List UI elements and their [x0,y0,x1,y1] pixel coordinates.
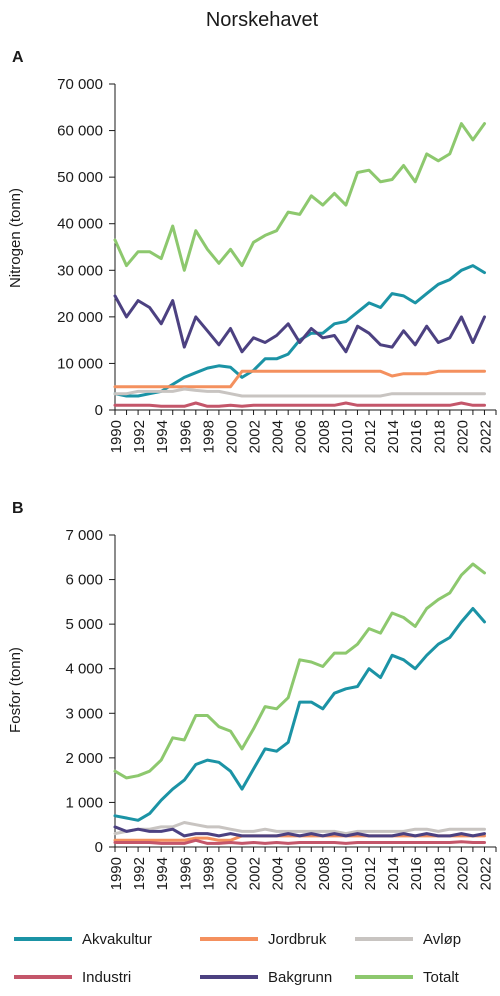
x-tick-label: 2000 [223,420,240,453]
x-tick-label: 2010 [339,857,356,890]
y-tick-label: 0 [95,402,103,419]
legend-item-avløp: Avløp [355,931,461,948]
legend-item-jordbruk: Jordbruk [200,931,327,948]
x-tick-label: 1992 [131,857,148,890]
x-tick-label: 1994 [154,420,171,453]
series-line-bakgrunn [113,294,486,354]
y-tick-label: 40 000 [57,216,103,233]
x-tick-label: 1990 [108,420,125,453]
y-tick-label: 5 000 [65,616,103,633]
y-tick-label: 4 000 [65,661,103,678]
series-line-akvakultur [113,607,486,822]
x-tick-label: 2012 [362,857,379,890]
legend-label: Totalt [423,969,460,986]
legend: Akvakultur Jordbruk Avløp Industri Bakgrunn T… [14,931,461,986]
x-tick-label: 1994 [154,857,171,890]
series-line-industri [113,401,486,408]
x-tick-label: 2006 [293,857,310,890]
y-axis-title: Fosfor (tonn) [7,647,24,733]
chart-panel-A: A Nitrogen (tonn) 0 10 000 20 000 30 000 40 00… [7,49,497,453]
x-tick-label: 2018 [431,857,448,890]
series-line-industri [113,838,486,845]
x-tick-label: 2018 [431,420,448,453]
legend-label: Akvakultur [82,931,152,948]
y-tick-label: 1 000 [65,794,103,811]
x-tick-label: 2002 [247,420,264,453]
y-tick-label: 10 000 [57,355,103,372]
x-tick-label: 2010 [339,420,356,453]
panel-label: B [12,500,24,517]
x-tick-label: 1996 [177,857,194,890]
series-line-jordbruk [113,369,486,389]
figure-title: Norskehavet [206,9,319,31]
x-tick-label: 1992 [131,420,148,453]
x-tick-label: 2004 [270,420,287,453]
x-tick-label: 2002 [247,857,264,890]
x-tick-label: 2012 [362,420,379,453]
x-tick-label: 2000 [223,857,240,890]
chart-panel-B: B Fosfor (tonn) 0 1 000 2 000 3 000 4 000 5 000… [7,500,497,890]
x-tick-label: 1990 [108,857,125,890]
x-tick-label: 2004 [270,857,287,890]
series-line-avløp [113,387,486,398]
x-tick-label: 1998 [200,420,217,453]
legend-item-industri: Industri [14,969,131,986]
x-tick-label: 1996 [177,420,194,453]
y-tick-label: 3 000 [65,705,103,722]
x-tick-label: 2016 [408,420,425,453]
y-tick-label: 20 000 [57,309,103,326]
x-tick-label: 2008 [316,857,333,890]
y-tick-label: 0 [95,839,103,856]
x-tick-label: 2014 [385,420,402,453]
x-tick-label: 2006 [293,420,310,453]
y-tick-label: 70 000 [57,76,103,93]
legend-item-totalt: Totalt [355,969,460,986]
legend-label: Industri [82,969,131,986]
y-axis-title: Nitrogen (tonn) [7,188,24,288]
x-tick-label: 2022 [477,420,494,453]
x-tick-label: 2020 [454,420,471,453]
series-line-avløp [113,821,486,836]
y-tick-label: 50 000 [57,169,103,186]
legend-label: Avløp [423,931,461,948]
x-tick-label: 2014 [385,857,402,890]
panel-label: A [12,49,24,66]
y-tick-label: 30 000 [57,262,103,279]
legend-item-bakgrunn: Bakgrunn [200,969,332,986]
legend-label: Jordbruk [268,931,327,948]
y-tick-label: 60 000 [57,123,103,140]
series-line-totalt [113,562,486,780]
y-tick-label: 7 000 [65,527,103,544]
x-tick-label: 1998 [200,857,217,890]
y-tick-label: 6 000 [65,572,103,589]
series-line-totalt [113,122,486,272]
legend-item-akvakultur: Akvakultur [14,931,152,948]
x-tick-label: 2016 [408,857,425,890]
y-tick-label: 2 000 [65,750,103,767]
x-tick-label: 2020 [454,857,471,890]
x-tick-label: 2008 [316,420,333,453]
legend-label: Bakgrunn [268,969,332,986]
x-tick-label: 2022 [477,857,494,890]
series-line-bakgrunn [113,825,486,838]
